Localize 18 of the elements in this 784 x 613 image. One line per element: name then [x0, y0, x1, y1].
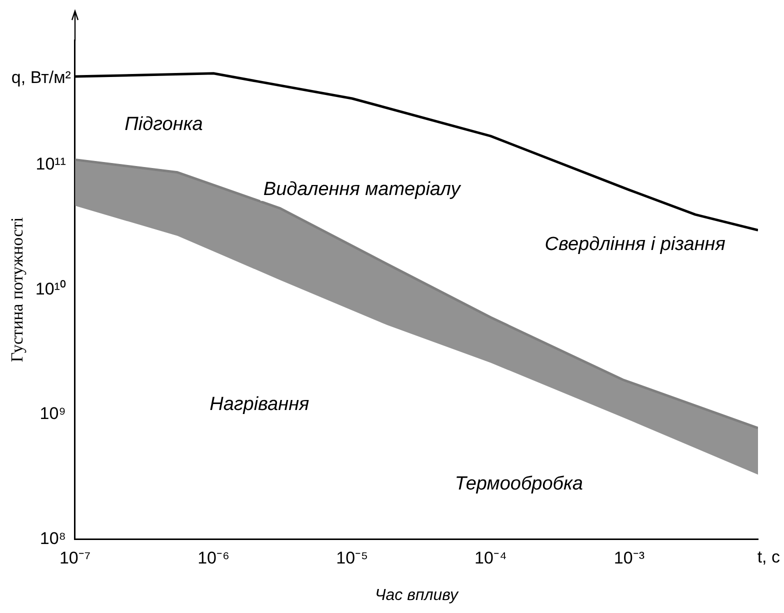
x-tick-label: 10⁻⁶: [198, 548, 230, 568]
y-tick-label: 10¹⁰: [35, 279, 66, 298]
y-tick-label: 10⁸: [40, 529, 66, 548]
y-tick-label: 10⁹: [40, 404, 66, 424]
annotation: Підгонка: [124, 114, 203, 136]
y-tick-label: 10¹¹: [36, 154, 66, 174]
x-tick-label: 10⁻⁷: [59, 548, 90, 568]
annotation: Видалення матеріалу: [263, 179, 462, 200]
annotation: Термообробка: [454, 474, 583, 495]
x-tick-label: 10⁻⁴: [474, 548, 507, 568]
x-tick-label: 10⁻⁵: [336, 548, 368, 568]
annotation: Свердління і різання: [544, 234, 726, 256]
text: t, с: [757, 548, 780, 567]
x-tick-label: 10⁻³: [614, 548, 645, 568]
x-axis-title: Час впливу: [374, 586, 459, 604]
annotation: Нагрівання: [210, 394, 310, 415]
text: q, Вт/м²: [11, 68, 72, 88]
y-axis-title: Густина потужності: [8, 216, 27, 362]
